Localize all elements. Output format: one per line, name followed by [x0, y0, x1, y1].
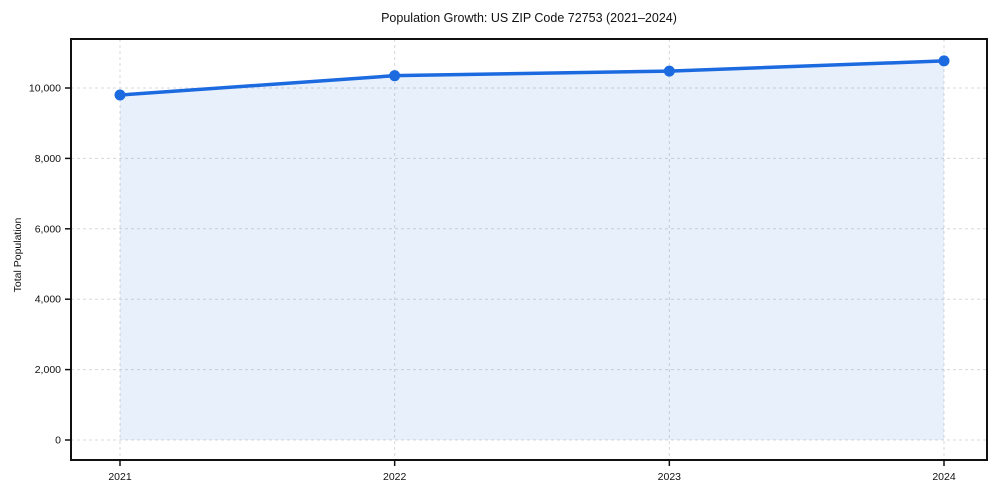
x-tick-label: 2022	[383, 471, 407, 483]
trend-line	[118, 59, 946, 97]
data-point-2022	[389, 70, 401, 82]
y-axis-title-text: Total Population	[12, 217, 24, 293]
chart-title: Population Growth: US ZIP Code 72753 (20…	[381, 11, 677, 25]
y-tick-label: 6,000	[35, 223, 61, 235]
y-tick-label: 2,000	[35, 364, 61, 376]
data-point-2023	[663, 65, 675, 77]
x-tick-label: 2021	[108, 471, 132, 483]
data-point-2021	[114, 89, 126, 101]
data-point-2024	[938, 55, 950, 67]
y-tick-label: 8,000	[35, 153, 61, 165]
x-tick-label: 2024	[932, 471, 956, 483]
y-tick-label: 0	[55, 435, 61, 447]
y-tick-label: 4,000	[35, 294, 61, 306]
area-fill	[120, 60, 944, 441]
x-tick-label: 2023	[658, 471, 682, 483]
axes-frame	[70, 38, 988, 461]
y-tick-label: 10,000	[29, 83, 61, 95]
